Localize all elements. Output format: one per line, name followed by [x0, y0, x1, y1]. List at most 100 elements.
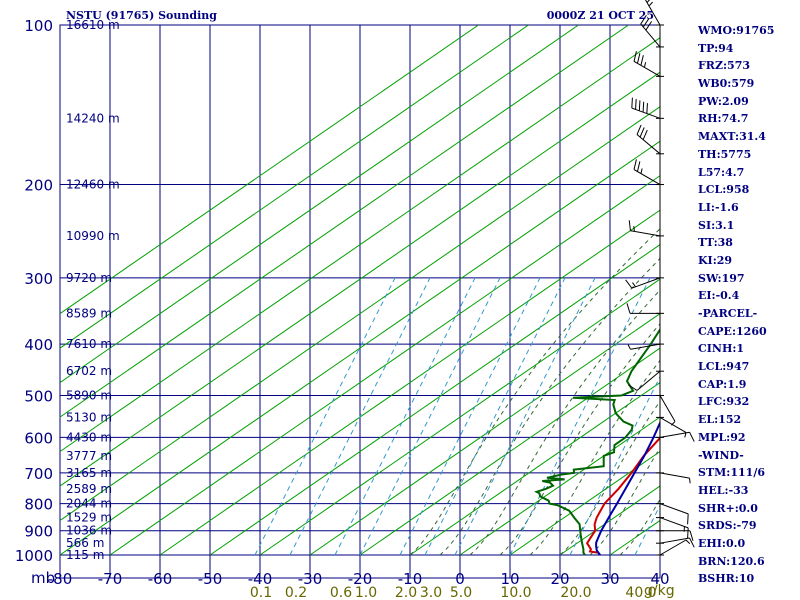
- mixing-ratio-label: 20.0: [560, 585, 591, 600]
- barb-staff: [644, 0, 661, 26]
- wind-barb: [640, 14, 661, 48]
- wind-barb: [626, 303, 660, 314]
- isotherm: [209, 244, 660, 556]
- mixing-ratio-label: 5.0: [450, 585, 472, 600]
- dewpoint-profile: [534, 327, 660, 556]
- isotherm: [60, 37, 660, 453]
- sounding-index-item: BSHR:10: [698, 572, 755, 586]
- barb-half-flag: [627, 344, 631, 350]
- wind-barb: [633, 159, 661, 185]
- sounding-index-item: SRDS:-79: [698, 519, 757, 533]
- temperature-tick-label: -70: [98, 570, 123, 588]
- mixing-ratio-line: [289, 277, 431, 556]
- height-label: 14240 m: [66, 111, 120, 125]
- barb-staff: [630, 230, 661, 237]
- wind-barb: [659, 503, 689, 525]
- barb-flag: [635, 98, 637, 110]
- barb-staff: [636, 370, 661, 391]
- isotherm: [409, 381, 660, 556]
- temperature-tick-label: 0: [455, 570, 465, 588]
- height-label: 6702 m: [66, 364, 112, 378]
- barb-flag: [636, 124, 642, 135]
- sounding-index-item: CINH:1: [698, 342, 745, 356]
- barb-staff: [659, 517, 689, 529]
- barb-half-flag: [689, 478, 691, 484]
- sounding-index-item: LI:-1.6: [698, 200, 739, 214]
- barb-flag: [642, 18, 650, 28]
- temperature-tick-label: 30: [600, 570, 619, 588]
- isotherm: [60, 25, 479, 315]
- height-label: 3777 m: [66, 449, 112, 463]
- sounding-index-item: -PARCEL-: [698, 307, 758, 320]
- height-label: 3165 m: [66, 466, 112, 480]
- wind-barb: [659, 517, 689, 539]
- height-label: 16610 m: [66, 18, 120, 32]
- height-label: 12460 m: [66, 178, 120, 192]
- barb-staff: [659, 416, 687, 433]
- mixing-ratio-label: 10.0: [500, 585, 531, 600]
- height-label: 566 m: [66, 536, 104, 550]
- profile-layer: [534, 327, 660, 556]
- moist-adiabat: [529, 359, 660, 556]
- mixing-ratio-line: [399, 277, 541, 556]
- sounding-index-item: EHI:0.0: [698, 536, 746, 550]
- temperature-tick-label: 10: [500, 570, 519, 588]
- wind-barb: [633, 51, 661, 77]
- barb-flag: [646, 103, 648, 114]
- barb-half-flag: [633, 226, 635, 232]
- pressure-tick-label: 100: [24, 17, 53, 35]
- sounding-index-item: TT:38: [698, 236, 733, 250]
- sounding-index-item: EI:-0.4: [698, 289, 740, 303]
- barb-flag: [642, 101, 645, 113]
- pressure-tick-label: 300: [24, 270, 53, 288]
- height-label: 4430 m: [66, 430, 112, 444]
- barb-staff: [633, 169, 661, 185]
- sounding-index-item: WMO:91765: [698, 24, 775, 37]
- sounding-index-item: L57:4.7: [698, 165, 745, 179]
- wind-barb: [625, 277, 661, 289]
- sounding-index-item: MAXT:31.4: [698, 130, 766, 144]
- barb-flag: [687, 513, 689, 525]
- isotherm: [60, 106, 660, 522]
- pressure-tick-label: 600: [24, 429, 53, 447]
- isotherm: [60, 25, 529, 349]
- wind-barb: [659, 395, 676, 426]
- height-label: 115 m: [66, 548, 104, 562]
- barb-staff: [633, 60, 661, 77]
- sounding-index-item: LCL:958: [698, 183, 750, 197]
- barb-half-flag: [648, 1, 653, 7]
- temperature-tick-label: -40: [248, 570, 273, 588]
- barb-flag: [642, 129, 648, 140]
- wind-barb: [644, 0, 661, 26]
- height-label: 2589 m: [66, 482, 112, 496]
- wind-barb: [628, 370, 661, 391]
- barb-flag: [631, 97, 633, 109]
- sounding-index-item: PW:2.09: [698, 94, 749, 108]
- barb-staff: [630, 343, 661, 350]
- mixing-ratio-label: 3.0: [420, 585, 442, 600]
- grid-layer: [60, 25, 660, 578]
- parcel-profile: [595, 420, 660, 556]
- sounding-index-item: KI:29: [698, 253, 733, 267]
- pressure-tick-label: 200: [24, 177, 53, 195]
- wind-barb: [659, 416, 687, 438]
- mixing-ratio-label: 40.0: [625, 585, 656, 600]
- pressure-tick-label: 700: [24, 465, 53, 483]
- barb-staff: [659, 431, 690, 438]
- height-label: 7610 m: [66, 337, 112, 351]
- isotherm: [60, 25, 579, 384]
- mixing-ratio-line: [569, 375, 660, 556]
- barb-half-flag: [643, 62, 647, 68]
- sounding-index-item: SI:3.1: [698, 218, 735, 232]
- mixing-ratio-line: [424, 277, 566, 556]
- moist-adiabat: [409, 228, 660, 556]
- isotherm: [459, 416, 660, 556]
- sounding-index-item: FRZ:573: [698, 59, 751, 73]
- height-label: 1036 m: [66, 524, 112, 538]
- mixing-ratio-label: 0.6: [330, 585, 352, 600]
- wind-barb: [659, 472, 691, 484]
- isotherm: [309, 313, 660, 556]
- height-label: 2044 m: [66, 497, 112, 511]
- chart-title-left: NSTU (91765) Sounding: [66, 9, 217, 22]
- barb-flag: [689, 431, 695, 442]
